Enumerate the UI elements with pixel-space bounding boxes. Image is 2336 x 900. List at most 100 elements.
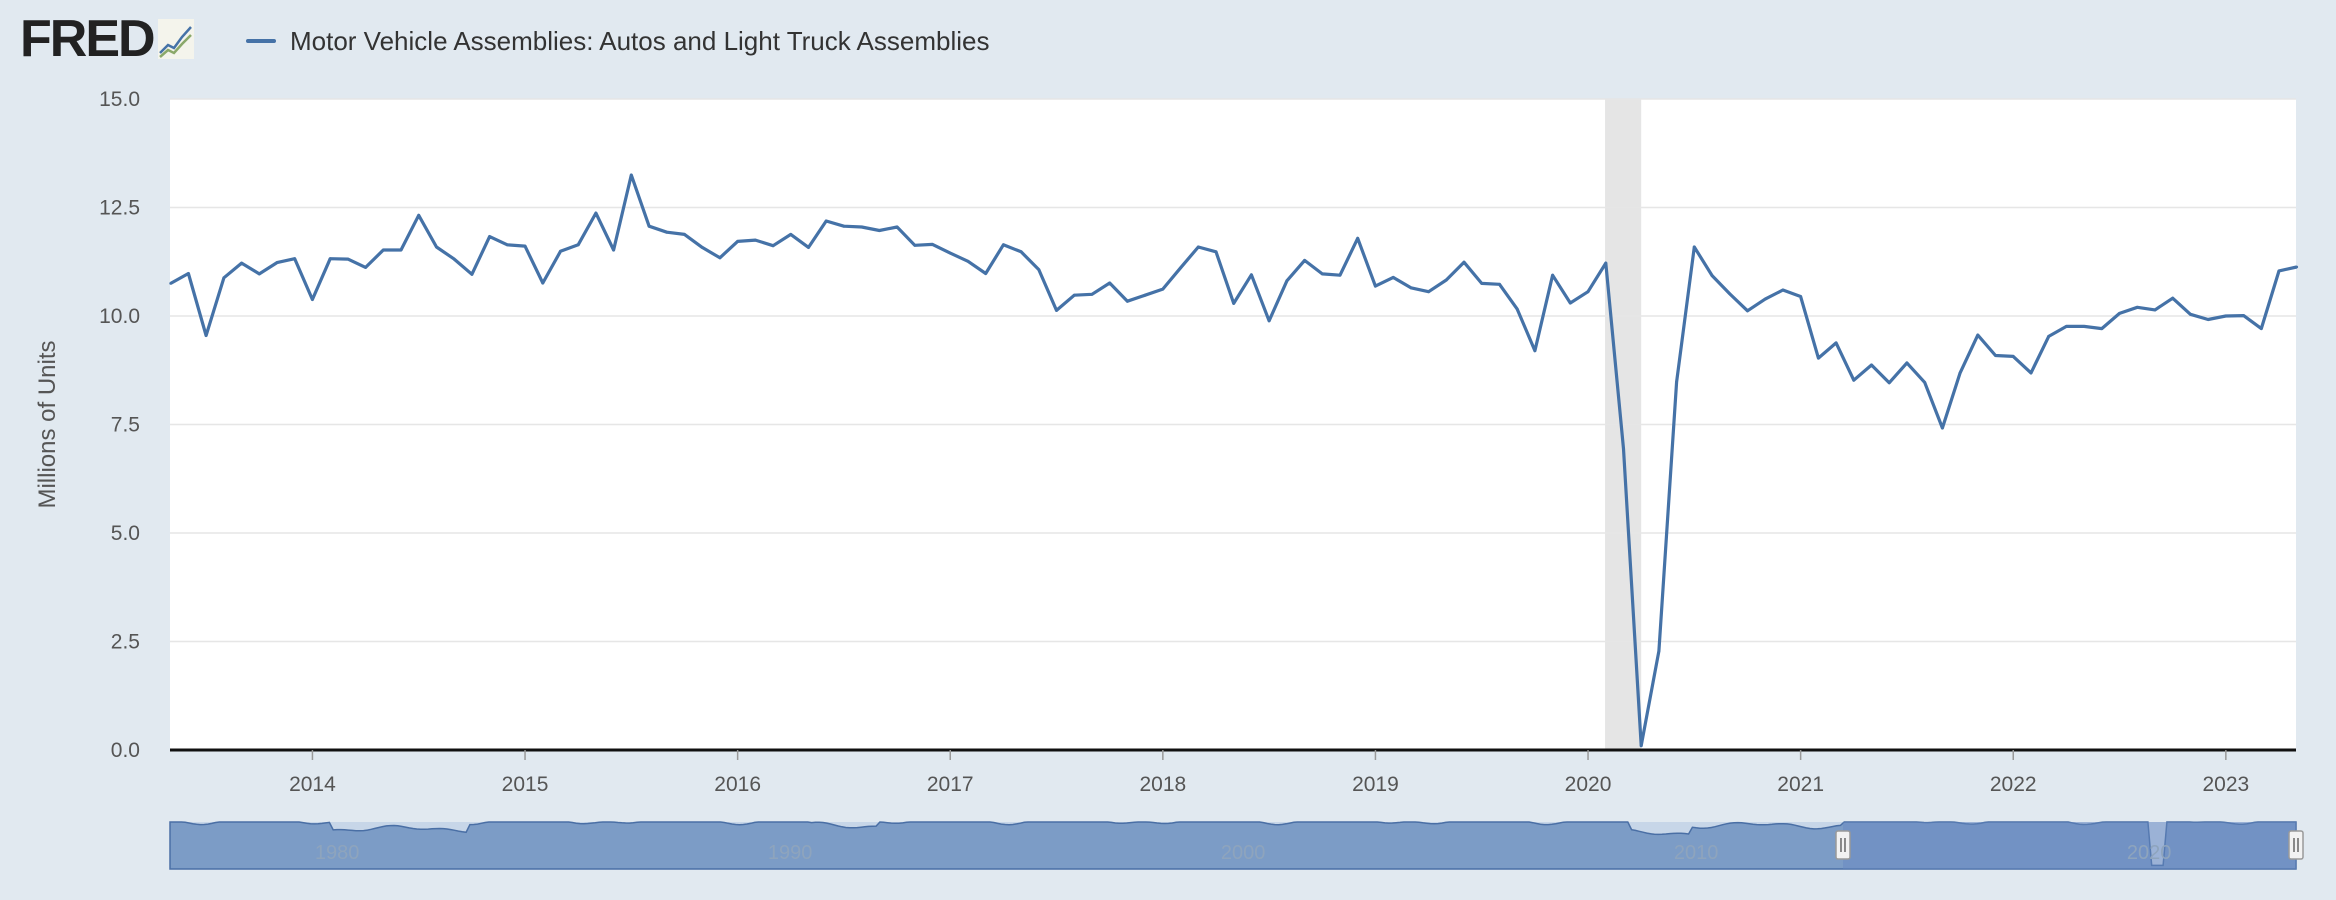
data-point [204, 334, 208, 337]
navigator-area [169, 821, 2297, 870]
data-point [1515, 307, 1519, 311]
data-point [1338, 273, 1342, 277]
data-point [1586, 290, 1590, 294]
y-tick-label: 2.5 [111, 631, 140, 654]
x-tick-label: 2014 [289, 773, 336, 796]
data-point [2224, 314, 2228, 318]
data-point [1427, 290, 1430, 294]
data-point [1179, 266, 1182, 270]
navigator-right-handle[interactable] [2288, 830, 2304, 860]
data-point [346, 257, 350, 261]
data-point [1161, 287, 1165, 291]
data-point [1214, 250, 1218, 254]
data-point [1143, 293, 1147, 297]
logo-chart-icon [157, 19, 194, 59]
y-tick-label: 0.0 [111, 739, 140, 762]
data-point [2135, 305, 2139, 309]
data-point [452, 257, 456, 261]
x-tick-label: 2016 [714, 773, 761, 796]
data-point [505, 243, 509, 247]
data-point [311, 298, 314, 301]
data-point [381, 248, 385, 252]
data-point [1834, 341, 1838, 345]
data-point [1675, 380, 1678, 384]
y-tick-label: 7.5 [111, 414, 140, 437]
data-point [2047, 335, 2051, 338]
data-point [2295, 265, 2299, 269]
data-point [2100, 327, 2104, 330]
data-point [1781, 288, 1785, 292]
data-point [1763, 297, 1767, 301]
data-point [2011, 355, 2015, 358]
data-point [1692, 245, 1696, 249]
data-point [913, 243, 917, 247]
x-tick-label: 2019 [1352, 773, 1399, 796]
data-point [1887, 381, 1891, 385]
data-point [2277, 269, 2281, 273]
data-point [1356, 236, 1360, 240]
data-point [1374, 284, 1377, 288]
data-point [931, 243, 934, 246]
data-point [895, 225, 899, 229]
navigator-tick-label: 1990 [768, 842, 813, 864]
navigator-tick-label: 2000 [1221, 842, 1266, 864]
data-point [275, 261, 279, 264]
data-point [700, 246, 704, 249]
data-point [612, 248, 615, 252]
data-point [718, 256, 722, 260]
data-point [2153, 308, 2157, 312]
data-point [1002, 243, 1005, 247]
handle-body [2288, 830, 2304, 860]
data-point [824, 219, 828, 223]
data-point [629, 173, 633, 177]
data-point [1498, 282, 1501, 286]
data-point [2118, 312, 2121, 315]
y-tick-label: 12.5 [99, 197, 140, 220]
navigator-tick-label: 2010 [1674, 842, 1719, 864]
x-tick-label: 2017 [927, 773, 974, 796]
data-point [1232, 302, 1236, 305]
data-point [647, 224, 651, 228]
navigator-tick-label: 2020 [2127, 842, 2172, 864]
data-point [1250, 273, 1253, 277]
handle-body [1835, 830, 1851, 860]
data-point [2065, 325, 2068, 328]
data-point [576, 243, 580, 247]
data-point [1746, 309, 1749, 313]
data-point [1303, 259, 1306, 262]
data-point [1994, 354, 1997, 357]
data-point [1958, 371, 1962, 375]
data-point [1923, 381, 1927, 384]
data-point [1267, 319, 1271, 323]
data-point [559, 249, 562, 253]
chart-title: Motor Vehicle Assemblies: Autos and Ligh… [290, 25, 990, 56]
data-point [665, 230, 669, 234]
navigator-selection [1842, 822, 2296, 869]
data-point [2206, 318, 2210, 321]
navigator-left-handle[interactable] [1835, 830, 1851, 860]
data-point [1285, 279, 1289, 283]
data-point [2189, 312, 2192, 316]
data-point [771, 244, 775, 248]
data-point [257, 272, 261, 276]
data-point [1072, 293, 1076, 297]
data-point [488, 235, 491, 239]
data-point [754, 238, 757, 242]
fred-logo[interactable]: FRED [20, 13, 194, 65]
data-point [1622, 447, 1625, 451]
data-point [435, 245, 438, 249]
data-point [364, 266, 367, 269]
data-point [984, 272, 988, 275]
data-point [399, 248, 403, 252]
data-point [1817, 356, 1820, 360]
data-point [1710, 274, 1714, 277]
data-point [1905, 361, 1909, 365]
data-point [1055, 309, 1058, 312]
data-point [1941, 426, 1944, 430]
data-point [1870, 363, 1873, 367]
x-tick-label: 2023 [2202, 773, 2249, 796]
data-point [789, 233, 793, 236]
data-point [1444, 278, 1448, 282]
data-point [2082, 325, 2086, 328]
data-point [222, 276, 226, 280]
